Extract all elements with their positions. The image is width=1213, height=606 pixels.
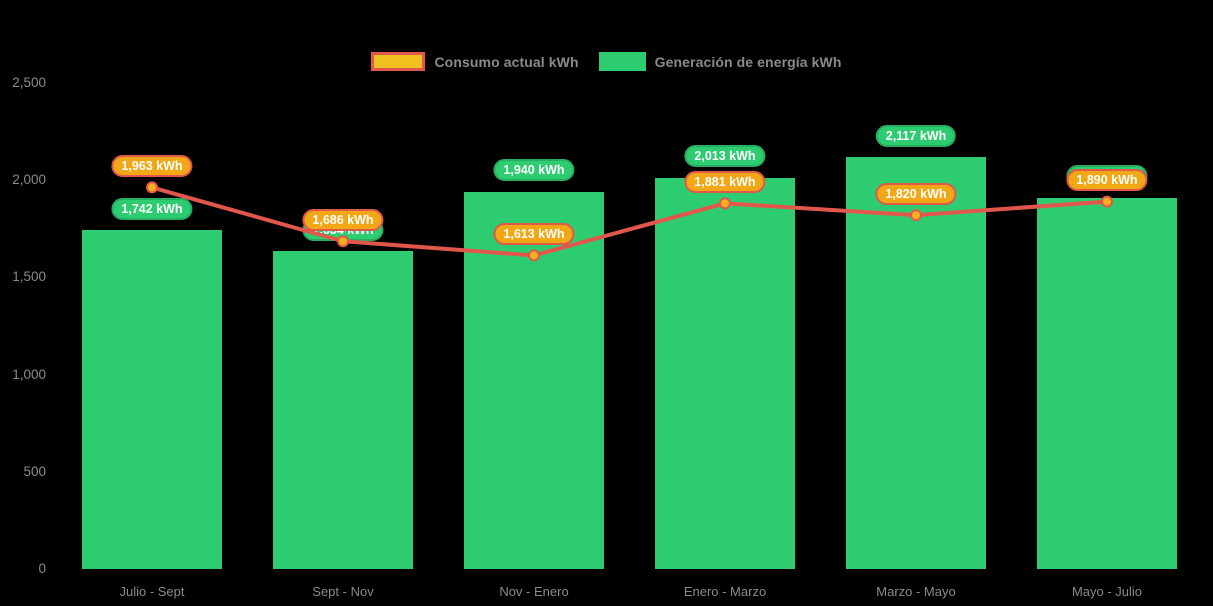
y-axis-tick-label: 1,500 <box>12 269 46 285</box>
y-axis-tick-label: 2,500 <box>12 75 46 90</box>
consumption-data-point-dot[interactable] <box>528 249 540 262</box>
x-axis-category-label: Nov - Enero <box>499 584 569 599</box>
legend: Consumo actual kWh Generación de energía… <box>0 52 1213 71</box>
generation-value-label: 1,940 kWh <box>493 159 575 182</box>
x-axis-category-label: Marzo - Mayo <box>876 584 956 599</box>
consumption-data-point-dot[interactable] <box>146 181 158 194</box>
consumo-legend-swatch-icon <box>371 52 426 71</box>
generation-value-label: 1,742 kWh <box>111 197 193 220</box>
consumption-data-point-dot[interactable] <box>719 197 731 210</box>
consumption-line <box>150 185 1109 258</box>
consumption-data-point-dot[interactable] <box>1101 195 1113 208</box>
generation-bar[interactable] <box>1037 197 1177 569</box>
y-axis-tick-label: 0 <box>38 561 46 576</box>
generation-bar[interactable] <box>273 251 413 569</box>
consumption-value-label: 1,686 kWh <box>302 208 384 231</box>
y-axis-tick-label: 2,000 <box>12 172 46 188</box>
generacion-legend-swatch-icon <box>598 52 646 71</box>
generation-bar[interactable] <box>82 230 222 569</box>
legend-item-generacion[interactable]: Generación de energía kWh <box>598 52 842 71</box>
x-axis-category-label: Mayo - Julio <box>1071 584 1143 599</box>
generation-value-label: 2,117 kWh <box>875 124 957 147</box>
consumption-value-label: 1,881 kWh <box>684 170 766 193</box>
consumption-data-point-dot[interactable] <box>337 235 349 248</box>
y-axis-tick-label: 1,000 <box>12 366 46 382</box>
x-axis-category-label: Sept - Nov <box>312 584 374 599</box>
consumption-value-label: 1,820 kWh <box>875 182 957 205</box>
consumption-data-point-dot[interactable] <box>910 209 922 222</box>
legend-label-consumo: Consumo actual kWh <box>434 53 579 70</box>
consumption-value-label: 1,963 kWh <box>111 154 193 177</box>
y-axis-tick-label: 500 <box>23 463 46 479</box>
generation-value-label: 2,013 kWh <box>684 145 766 168</box>
consumption-value-label: 1,890 kWh <box>1066 169 1148 192</box>
generation-bar[interactable] <box>655 177 795 569</box>
consumption-value-label: 1,613 kWh <box>493 222 575 245</box>
legend-label-generacion: Generación de energía kWh <box>654 53 842 70</box>
legend-item-consumo[interactable]: Consumo actual kWh <box>371 52 579 71</box>
generation-bar[interactable] <box>846 157 986 569</box>
x-axis-category-label: Enero - Marzo <box>683 584 767 599</box>
x-axis-category-label: Julio - Sept <box>119 584 185 599</box>
